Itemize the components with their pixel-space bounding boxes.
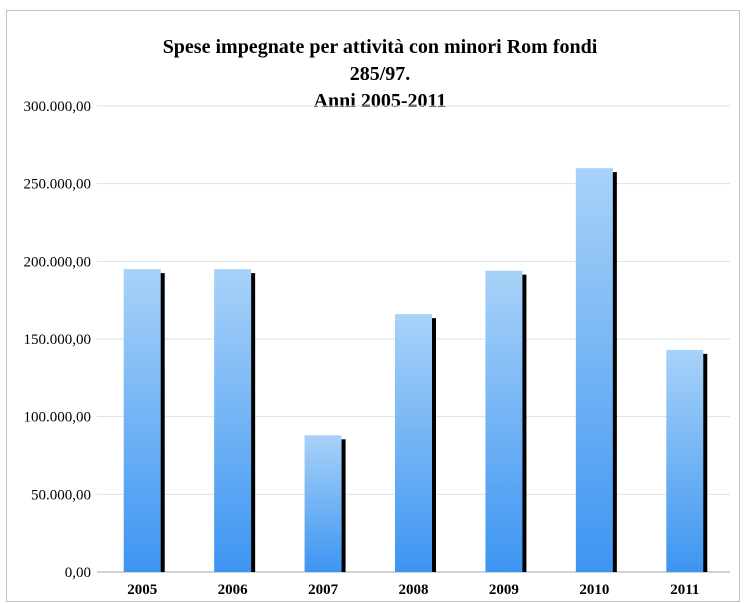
bar-2011 [666,349,704,572]
y-tick-label: 300.000,00 [24,99,92,115]
x-tick-label: 2006 [218,582,249,598]
y-tick-label: 100.000,00 [24,410,92,426]
x-tick-label: 2010 [579,582,609,598]
chart-title-line-1: Spese impegnate per attività con minori … [162,36,598,58]
bar-2007 [304,435,342,572]
x-tick-label: 2011 [670,582,699,598]
x-tick-label: 2008 [399,582,429,598]
bar-2009 [485,270,523,572]
y-tick-label: 0,00 [65,565,91,581]
y-tick-label: 250.000,00 [24,177,92,193]
x-tick-label: 2007 [308,582,339,598]
bars [123,168,708,572]
x-tick-label: 2005 [127,582,157,598]
x-axis-tick-labels: 2005 2006 2007 2008 2009 2010 2011 [127,582,699,598]
chart-title-line-2: 285/97. [349,63,411,85]
bar-2008 [395,314,432,572]
bar-2005 [123,269,161,572]
bar-2010 [575,168,613,572]
bar-2006 [214,269,252,572]
y-tick-label: 200.000,00 [24,254,92,270]
x-tick-label: 2009 [489,582,519,598]
y-tick-label: 50.000,00 [31,487,91,503]
y-axis-tick-labels: 0,00 50.000,00 100.000,00 150.000,00 200.000… [24,99,92,581]
y-tick-label: 150.000,00 [24,332,92,348]
